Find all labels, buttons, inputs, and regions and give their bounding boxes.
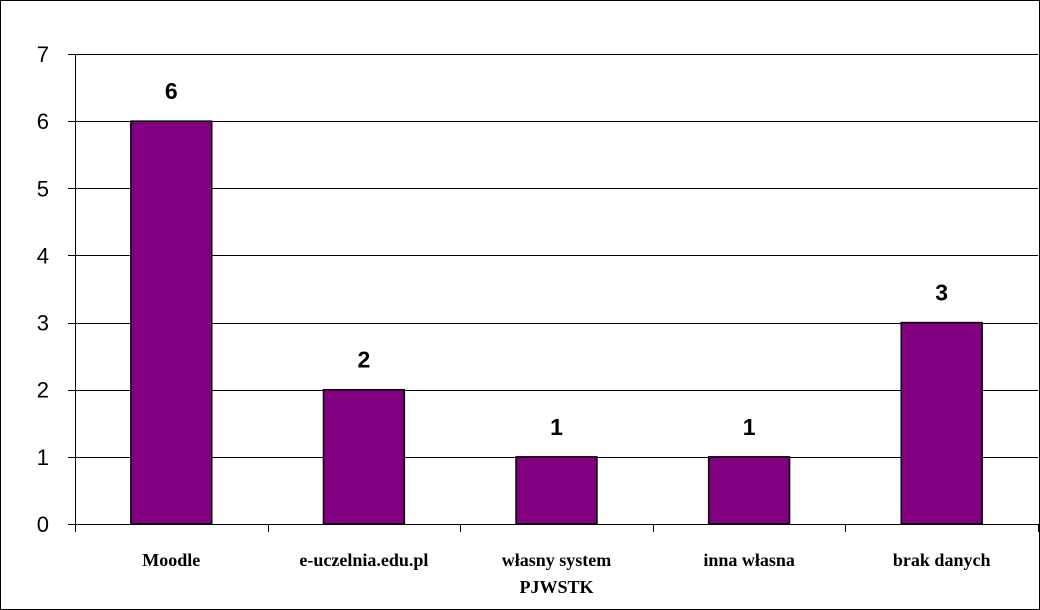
x-axis-tick-labels: Moodle e-uczelnia.edu.pl własny system PJWS… [142, 550, 990, 597]
bar [707, 456, 791, 525]
data-label: 3 [935, 280, 948, 306]
y-axis-tick-label: 4 [37, 243, 49, 268]
y-axis-tick-labels: 0 1 2 3 4 5 6 7 [37, 42, 49, 537]
x-axis-tick-label: własny system [502, 550, 612, 570]
data-label: 1 [743, 414, 756, 440]
data-label: 2 [358, 347, 371, 373]
y-axis-tick-label: 1 [37, 445, 49, 470]
x-axis-tick-label: e-uczelnia.edu.pl [299, 550, 428, 570]
bar [130, 120, 213, 525]
y-axis-tick-label: 0 [37, 512, 49, 537]
data-labels: 6 2 1 1 3 [165, 78, 948, 440]
y-axis-tick-label: 7 [37, 42, 49, 67]
gridlines [75, 54, 1038, 458]
bars [130, 120, 983, 525]
x-axis-tick-label: inna własna [703, 550, 795, 570]
bar [322, 388, 406, 525]
y-axis-tick-label: 3 [37, 311, 49, 336]
x-axis-tick-label: PJWSTK [519, 577, 593, 597]
x-axis-tick-label: brak danych [893, 550, 991, 570]
y-axis-tick-label: 2 [37, 378, 49, 403]
bar [515, 456, 598, 525]
y-axis-tick-label: 5 [37, 176, 49, 201]
data-label: 6 [165, 78, 178, 104]
data-label: 1 [550, 414, 563, 440]
x-axis-tick-label: Moodle [142, 550, 200, 570]
y-axis-tick-label: 6 [37, 109, 49, 134]
bar [900, 321, 983, 525]
